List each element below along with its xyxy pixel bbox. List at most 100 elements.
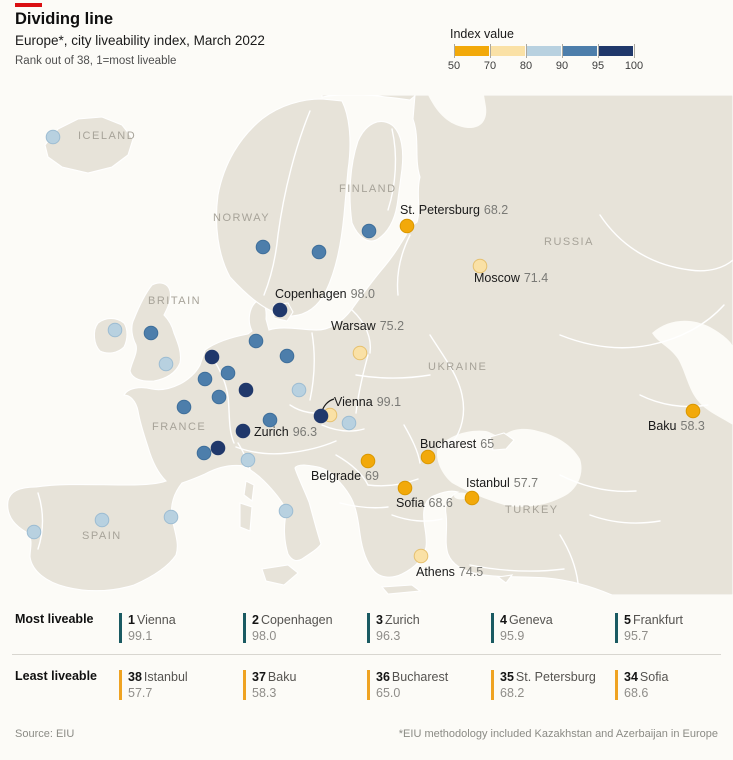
city-dot xyxy=(196,445,212,461)
rank-value: 99.1 xyxy=(128,629,153,643)
city-dot xyxy=(143,325,159,341)
city-dot xyxy=(279,348,295,364)
country-label-finland: FINLAND xyxy=(339,183,397,195)
city-label-moscow: Moscow 71.4 xyxy=(474,271,548,285)
land-sardinia xyxy=(239,502,253,532)
rank-number: 3 xyxy=(376,613,383,627)
footnote-text: *EIU methodology included Kazakhstan and… xyxy=(398,728,718,740)
land-crete xyxy=(380,584,422,595)
city-dot-sofia xyxy=(397,480,413,496)
city-label-copenhagen: Copenhagen 98.0 xyxy=(275,287,375,301)
city-dot xyxy=(255,239,271,255)
economist-red-kicker-bar xyxy=(15,3,42,7)
city-label-name: Zurich xyxy=(254,425,289,439)
rank-accent-bar xyxy=(367,613,370,643)
city-dot xyxy=(197,371,213,387)
least-liveable-entry-bucharest: 36 Bucharest 65.0 xyxy=(367,669,487,701)
city-dot xyxy=(45,129,61,145)
city-label-name: Baku xyxy=(648,419,677,433)
city-dot xyxy=(158,356,174,372)
rank-line: 34 Sofia xyxy=(624,670,668,684)
legend-swatch-95-100 xyxy=(599,46,633,56)
legend-title: Index value xyxy=(450,27,514,41)
rank-value: 68.6 xyxy=(624,686,649,700)
rank-accent-bar xyxy=(367,670,370,700)
city-label-name: Bucharest xyxy=(420,437,477,451)
sea-black-sea xyxy=(436,428,582,507)
rank-line: 38 Istanbul xyxy=(128,670,188,684)
rank-city: Copenhagen xyxy=(260,613,333,627)
city-label-warsaw: Warsaw 75.2 xyxy=(331,319,404,333)
city-dot-athens xyxy=(413,548,429,564)
rank-city: Bucharest xyxy=(391,670,449,684)
city-dot xyxy=(211,389,227,405)
country-label-iceland: ICELAND xyxy=(78,130,137,142)
most-liveable-entry-geneva: 4 Geneva 95.9 xyxy=(491,612,611,644)
rank-city: Vienna xyxy=(136,613,176,627)
city-label-name: Istanbul xyxy=(466,476,510,490)
city-dot xyxy=(278,503,294,519)
city-label-belgrade: Belgrade 69 xyxy=(311,469,379,483)
europe-map: ICELAND NORWAY FINLAND BRITAIN RUSSIA UKRAINE… xyxy=(0,95,733,595)
city-dot xyxy=(238,382,254,398)
rank-line: 1 Vienna xyxy=(128,613,176,627)
city-dot xyxy=(176,399,192,415)
legend-swatch-70-80 xyxy=(491,46,525,56)
city-dot-istanbul xyxy=(464,490,480,506)
city-dot xyxy=(361,223,377,239)
legend-stop-label: 95 xyxy=(591,60,605,72)
city-dot xyxy=(220,365,236,381)
land-north-cap xyxy=(321,95,417,101)
sea-caspian xyxy=(652,320,733,425)
city-dot xyxy=(107,322,123,338)
city-dot-moscow xyxy=(472,258,488,274)
rank-value: 58.3 xyxy=(252,686,277,700)
rank-accent-bar xyxy=(615,613,618,643)
least-liveable-entry-sofia: 34 Sofia 68.6 xyxy=(615,669,733,701)
most-liveable-entry-copenhagen: 2 Copenhagen 98.0 xyxy=(243,612,363,644)
country-label-ukraine: UKRAINE xyxy=(428,361,488,373)
legend-swatch-50-70 xyxy=(455,46,489,56)
city-label-value: 71.4 xyxy=(523,271,549,285)
rank-number: 34 xyxy=(624,670,638,684)
country-borders xyxy=(37,110,733,584)
legend-stop-label: 90 xyxy=(555,60,569,72)
city-label-value: 58.3 xyxy=(680,419,705,433)
rank-line: 3 Zurich xyxy=(376,613,420,627)
city-dot-copenhagen xyxy=(272,302,288,318)
rank-number: 5 xyxy=(624,613,631,627)
city-dot xyxy=(248,333,264,349)
legend-swatch-80-90 xyxy=(527,46,561,56)
city-dot-zurich xyxy=(235,423,251,439)
rank-accent-bar xyxy=(243,670,246,700)
city-label-name: Sofia xyxy=(396,496,425,510)
city-dots-layer xyxy=(26,129,701,564)
rank-number: 2 xyxy=(252,613,259,627)
country-label-turkey: TURKEY xyxy=(505,504,559,516)
city-dot-warsaw xyxy=(352,345,368,361)
least-liveable-entry-baku: 37 Baku 58.3 xyxy=(243,669,363,701)
rank-line: 2 Copenhagen xyxy=(252,613,333,627)
city-label-zurich: Zurich 96.3 xyxy=(254,425,317,439)
legend-stop-label: 50 xyxy=(447,60,461,72)
city-dot-st-petersburg xyxy=(399,218,415,234)
rank-city: Geneva xyxy=(508,613,553,627)
city-label-athens: Athens 74.5 xyxy=(416,565,483,579)
rank-number: 36 xyxy=(376,670,390,684)
rank-accent-bar xyxy=(491,613,494,643)
rank-number: 4 xyxy=(500,613,507,627)
rank-number: 35 xyxy=(500,670,514,684)
city-label-value: 57.7 xyxy=(513,476,539,490)
rank-number: 38 xyxy=(128,670,142,684)
city-dot xyxy=(291,382,307,398)
city-label-vienna: Vienna 99.1 xyxy=(334,395,401,409)
country-label-britain: BRITAIN xyxy=(148,295,202,307)
city-label-name: Athens xyxy=(416,565,455,579)
city-label-value: 75.2 xyxy=(379,319,405,333)
row-divider xyxy=(12,654,721,655)
city-dot xyxy=(26,524,42,540)
rank-value: 57.7 xyxy=(128,686,153,700)
country-label-russia: RUSSIA xyxy=(544,236,594,248)
city-label-value: 68.6 xyxy=(428,496,453,510)
city-label-name: Vienna xyxy=(334,395,373,409)
